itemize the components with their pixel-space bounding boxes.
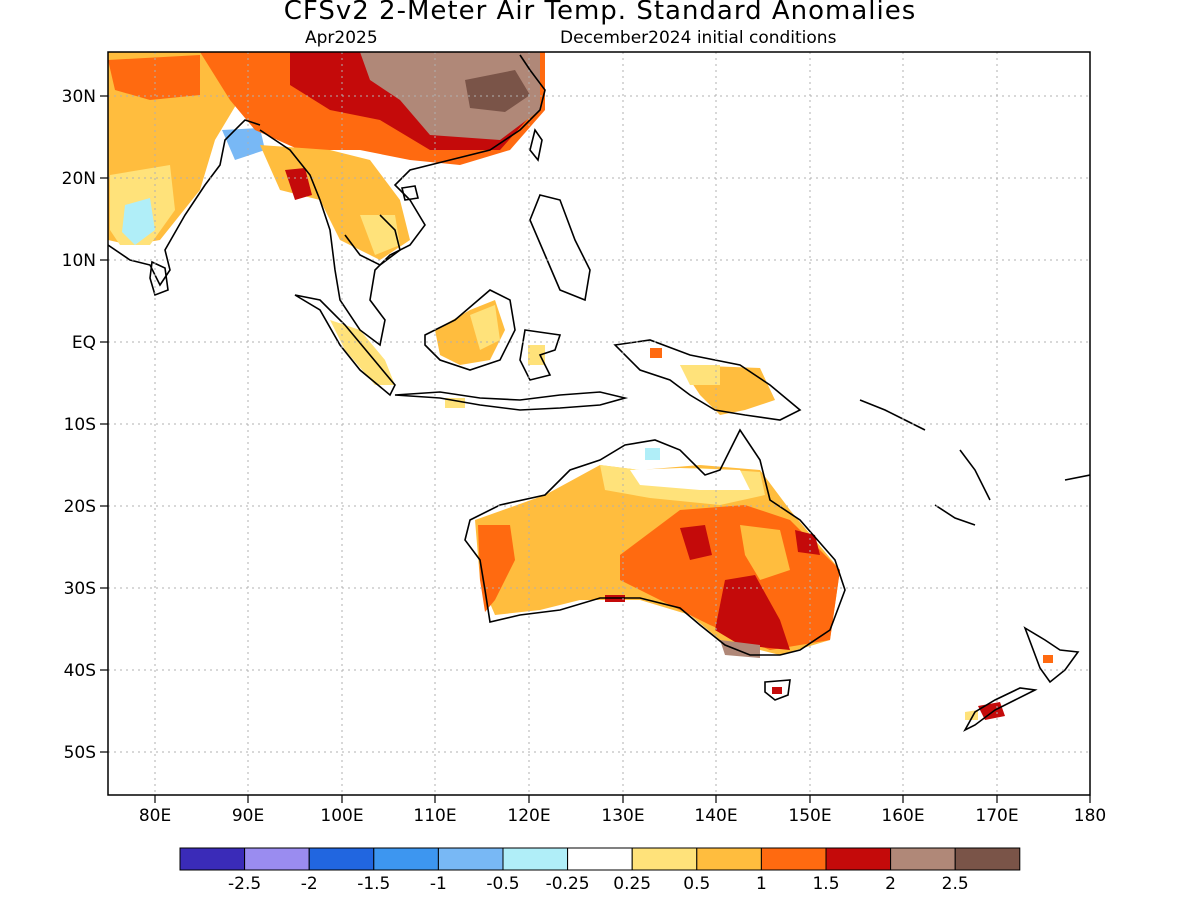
lon-label: 140E <box>694 806 737 826</box>
anomaly-australia-brown <box>720 640 760 658</box>
anomaly-australia-red-2 <box>795 530 820 555</box>
coast-new-caledonia <box>934 504 976 526</box>
anomaly-australia-central-light <box>740 525 790 580</box>
anomaly-australia-red-1 <box>680 525 712 560</box>
lon-labels: 80E 90E 100E 110E 120E 130E 140E 150E 16… <box>139 806 1106 826</box>
colorbar-label: 2.5 <box>942 874 969 894</box>
anomaly-australia-west-orange <box>478 525 515 612</box>
coastlines <box>108 54 1090 732</box>
chart-title: CFSv2 2-Meter Air Temp. Standard Anomali… <box>283 0 917 26</box>
coast-sulawesi <box>519 329 562 381</box>
lat-label: 20N <box>62 169 96 189</box>
colorbar-label: 1 <box>756 874 767 894</box>
lon-label: 180 <box>1074 806 1106 826</box>
colorbar-label: -2 <box>301 874 318 894</box>
coast-solomons <box>859 399 926 431</box>
coast-vanuatu-fiji <box>959 449 1090 501</box>
lat-label: 50S <box>64 743 96 763</box>
coast-tasmania <box>764 679 791 701</box>
colorbar-label: -0.25 <box>546 874 590 894</box>
lon-label: 110E <box>413 806 456 826</box>
map-area <box>108 52 1090 795</box>
colorbar-label: 2 <box>885 874 896 894</box>
coast-nz-south <box>963 687 1038 732</box>
lon-label: 150E <box>788 806 831 826</box>
initial-conditions: December2024 initial conditions <box>560 28 837 48</box>
colorbar-swatch <box>502 847 569 871</box>
tick-marks <box>100 95 1091 803</box>
colorbar-label: -2.5 <box>228 874 261 894</box>
anomaly-nz-north <box>1043 655 1053 663</box>
lon-label: 90E <box>232 806 264 826</box>
coast-hainan <box>401 185 419 201</box>
lat-label: 10S <box>64 415 96 435</box>
colorbar-swatch <box>954 847 1021 871</box>
colorbar-label: 0.25 <box>613 874 651 894</box>
anomaly-myanmar-red <box>285 168 312 200</box>
lat-label: 40S <box>64 661 96 681</box>
lon-label: 160E <box>881 806 924 826</box>
lon-label: 80E <box>139 806 171 826</box>
anomaly-tasmania <box>772 687 782 694</box>
anomaly-cape-york-cool <box>645 448 660 460</box>
lon-label: 120E <box>507 806 550 826</box>
colorbar-swatch <box>825 847 892 871</box>
coast-sri-lanka <box>149 260 169 297</box>
colorbar-swatch <box>696 847 762 871</box>
colorbar-swatch <box>437 847 504 871</box>
coast-australia <box>464 428 846 656</box>
anomaly-australia-north-white <box>630 468 750 490</box>
coast-india <box>108 119 261 287</box>
colorbar-swatch <box>890 847 956 871</box>
colorbar-label: 0.5 <box>683 874 710 894</box>
anomaly-borneo-light <box>470 305 500 350</box>
anomaly-malaysia <box>330 320 395 385</box>
coast-east-asia <box>259 54 546 347</box>
coast-taiwan <box>529 128 543 162</box>
anomaly-nz-south <box>978 702 1005 720</box>
colorbar-label: -1 <box>430 874 447 894</box>
coast-sumatra <box>294 294 396 397</box>
colorbar-swatch <box>760 847 827 871</box>
lon-label: 130E <box>601 806 644 826</box>
colorbar-swatch <box>244 847 310 871</box>
lat-label: 30N <box>62 87 96 107</box>
colorbar-swatch <box>373 847 439 871</box>
anomaly-png-spot <box>650 348 662 358</box>
lon-label: 100E <box>320 806 363 826</box>
coast-indochina-gulf <box>344 214 401 266</box>
anomaly-australia-central-orange <box>620 505 840 650</box>
coast-new-guinea <box>613 339 802 421</box>
anomaly-himalaya-cold <box>222 128 265 160</box>
lat-label: 20S <box>64 497 96 517</box>
colorbar-swatch <box>631 847 698 871</box>
lon-label: 170E <box>975 806 1018 826</box>
lat-label: EQ <box>72 333 96 353</box>
colorbar: -2.5 -2 -1.5 -1 -0.5 -0.25 0.25 0.5 1 1.5 2 2.5 <box>179 847 1021 894</box>
anomaly-sulawesi <box>528 345 545 365</box>
coast-philippines <box>529 194 591 302</box>
coast-borneo <box>424 289 516 371</box>
colorbar-swatch <box>567 847 633 871</box>
colorbar-label: 1.5 <box>812 874 839 894</box>
anomaly-india-cool <box>122 198 155 245</box>
colorbar-swatch <box>308 847 375 871</box>
anomaly-himalaya-hot <box>108 55 200 100</box>
colorbar-label: -0.5 <box>486 874 519 894</box>
lat-label: 10N <box>62 251 96 271</box>
anomaly-new-guinea-light <box>680 365 720 385</box>
valid-month: Apr2025 <box>305 28 378 48</box>
coast-nz-north <box>1023 626 1080 684</box>
colorbar-swatch <box>179 847 246 871</box>
anomaly-australia-red-3 <box>715 575 790 650</box>
anomaly-china-darkbrown <box>465 70 530 112</box>
lat-labels: 30N 20N 10N EQ 10S 20S 30S 40S 50S <box>62 87 96 763</box>
lat-label: 30S <box>64 579 96 599</box>
colorbar-label: -1.5 <box>357 874 390 894</box>
gridlines <box>108 52 1090 795</box>
coast-java-chain <box>394 391 629 411</box>
